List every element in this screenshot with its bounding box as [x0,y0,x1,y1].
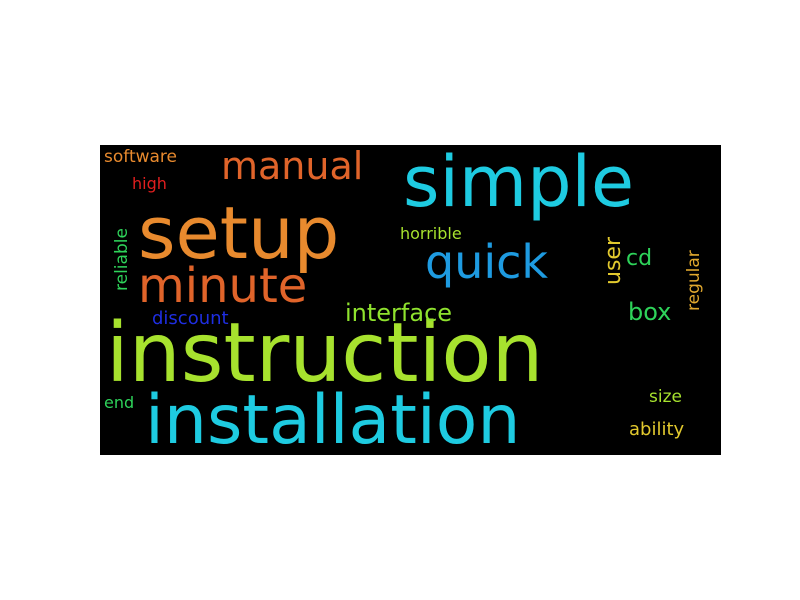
word-setup: setup [138,191,340,275]
word-regular: regular [684,250,704,311]
word-ability: ability [629,419,685,440]
word-interface: interface [345,299,453,327]
word-reliable: reliable [112,228,132,291]
word-manual: manual [221,145,364,188]
word-box: box [628,298,672,326]
word-cloud: instruction installation setup simple mi… [100,145,721,455]
word-simple: simple [403,145,635,223]
word-minute: minute [138,258,308,314]
word-quick: quick [425,235,549,289]
word-horrible: horrible [400,224,462,243]
word-installation: installation [145,381,521,455]
word-discount: discount [152,308,229,329]
word-instruction: instruction [106,306,544,401]
word-user: user [601,237,626,285]
word-cd: cd [626,246,653,271]
word-size: size [649,387,682,407]
word-end: end [104,393,135,412]
word-high: high [132,174,167,193]
word-software: software [104,147,178,167]
